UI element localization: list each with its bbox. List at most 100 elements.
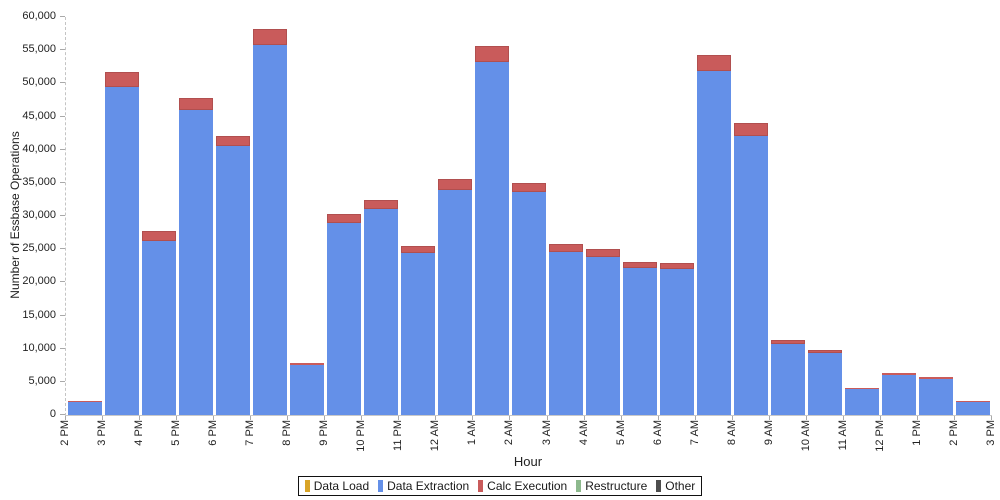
x-tick-label: 3 PM (985, 420, 997, 446)
bar-segment-data-extraction[interactable] (104, 87, 139, 415)
y-tick-label: 55,000 (22, 43, 56, 56)
x-tick-mark (139, 416, 141, 420)
x-tick-label: 2 PM (59, 420, 71, 446)
y-tick-label: 25,000 (22, 242, 56, 255)
bar-segment-data-extraction[interactable] (437, 190, 472, 415)
legend-swatch-icon (478, 480, 484, 492)
bar-segment-data-extraction[interactable] (549, 252, 584, 415)
x-tick-mark (287, 416, 289, 420)
bar-segment-calc-execution[interactable] (549, 243, 584, 253)
y-tick-label: 10,000 (22, 341, 56, 354)
bar-segment-calc-execution[interactable] (586, 249, 621, 258)
bar-segment-data-extraction[interactable] (956, 402, 991, 415)
x-tick-label: 11 AM (836, 420, 849, 451)
x-tick-label: 11 PM (392, 420, 405, 451)
bar-segment-calc-execution[interactable] (178, 97, 213, 110)
y-tick-mark (60, 380, 65, 382)
bar-segment-calc-execution[interactable] (697, 54, 732, 71)
bar-segment-data-extraction[interactable] (845, 388, 880, 415)
bar-segment-data-extraction[interactable] (178, 109, 213, 415)
bar-segment-calc-execution[interactable] (882, 373, 917, 376)
x-tick-mark (509, 416, 511, 420)
legend-label: Calc Execution (487, 479, 568, 493)
x-tick-mark (953, 416, 955, 420)
bar-segment-data-extraction[interactable] (511, 192, 546, 415)
bar-segment-calc-execution[interactable] (808, 350, 843, 354)
bar-segment-data-extraction[interactable] (141, 241, 176, 415)
legend-label: Data Extraction (387, 479, 470, 493)
bar-segment-calc-execution[interactable] (919, 376, 954, 379)
x-tick-label: 10 PM (355, 420, 368, 452)
bar-segment-data-extraction[interactable] (808, 353, 843, 415)
x-tick-mark (583, 416, 585, 420)
bar-segment-calc-execution[interactable] (252, 28, 287, 45)
bar-segment-data-extraction[interactable] (697, 70, 732, 415)
x-tick-mark (176, 416, 178, 420)
bar-segment-calc-execution[interactable] (660, 263, 695, 270)
legend-item-data-extraction[interactable]: Data Extraction (378, 479, 469, 493)
x-tick-label: 1 PM (910, 420, 923, 446)
x-tick-label: 8 PM (281, 420, 294, 446)
bar-segment-calc-execution[interactable] (104, 72, 139, 88)
bar-segment-calc-execution[interactable] (956, 401, 991, 403)
bar-segment-calc-execution[interactable] (474, 46, 509, 63)
legend-item-other[interactable]: Other (656, 479, 695, 493)
x-tick-mark (991, 416, 992, 420)
bar-segment-data-extraction[interactable] (771, 344, 806, 415)
x-tick-mark (213, 416, 215, 420)
bar-segment-calc-execution[interactable] (771, 340, 806, 345)
bar-segment-calc-execution[interactable] (845, 387, 880, 389)
bar-segment-data-extraction[interactable] (67, 402, 102, 415)
bar-segment-data-extraction[interactable] (474, 62, 509, 415)
bar-segment-data-extraction[interactable] (623, 268, 658, 415)
plot-area (65, 17, 992, 416)
y-tick-mark (60, 49, 65, 51)
bar-segment-calc-execution[interactable] (437, 178, 472, 191)
legend-item-calc-execution[interactable]: Calc Execution (478, 479, 567, 493)
x-tick-label: 1 AM (466, 420, 479, 446)
bar-segment-data-extraction[interactable] (400, 253, 435, 415)
bar-segment-calc-execution[interactable] (400, 245, 435, 254)
x-tick-label: 2 PM (947, 420, 960, 446)
bar-segment-data-extraction[interactable] (326, 223, 361, 415)
y-tick-mark (60, 248, 65, 250)
x-tick-label: 4 PM (133, 420, 146, 446)
y-tick-mark (60, 347, 65, 349)
bar-segment-calc-execution[interactable] (623, 262, 658, 269)
x-tick-mark (102, 416, 104, 420)
x-tick-label: 2 AM (503, 420, 516, 446)
bar-segment-data-extraction[interactable] (660, 269, 695, 415)
bar-segment-calc-execution[interactable] (363, 199, 398, 210)
legend-wrap: Data Load Data Extraction Calc Execution Re… (0, 476, 1000, 496)
bar-segment-data-extraction[interactable] (919, 378, 954, 415)
bar-segment-calc-execution[interactable] (289, 363, 324, 366)
bar-segment-data-extraction[interactable] (586, 257, 621, 415)
bar-segment-data-extraction[interactable] (734, 136, 769, 415)
y-tick-mark (60, 215, 65, 216)
x-tick-label: 3 AM (540, 420, 553, 446)
y-tick-label: 50,000 (22, 76, 56, 89)
legend-item-data-load[interactable]: Data Load (304, 479, 369, 493)
legend-item-restructure[interactable]: Restructure (576, 479, 647, 493)
y-tick-mark (60, 181, 65, 183)
bar-segment-data-extraction[interactable] (289, 365, 324, 415)
x-tick-label: 12 AM (429, 420, 442, 452)
bar-segment-calc-execution[interactable] (734, 122, 769, 137)
y-tick-mark (60, 82, 65, 84)
bar-segment-data-extraction[interactable] (252, 44, 287, 415)
x-tick-label: 7 PM (244, 420, 257, 446)
bar-segment-calc-execution[interactable] (511, 182, 546, 193)
x-tick-mark (65, 416, 66, 420)
bar-segment-calc-execution[interactable] (141, 230, 176, 242)
bar-segment-data-extraction[interactable] (882, 375, 917, 415)
x-tick-label: 10 AM (799, 420, 812, 452)
y-tick-label: 30,000 (22, 209, 56, 221)
bar-segment-data-extraction[interactable] (363, 209, 398, 415)
bar-segment-calc-execution[interactable] (67, 401, 102, 403)
x-tick-label: 4 AM (577, 420, 590, 446)
bar-segment-calc-execution[interactable] (215, 135, 250, 146)
bar-segment-calc-execution[interactable] (326, 214, 361, 224)
legend-swatch-icon (656, 480, 662, 492)
bar-segment-data-extraction[interactable] (215, 145, 250, 415)
